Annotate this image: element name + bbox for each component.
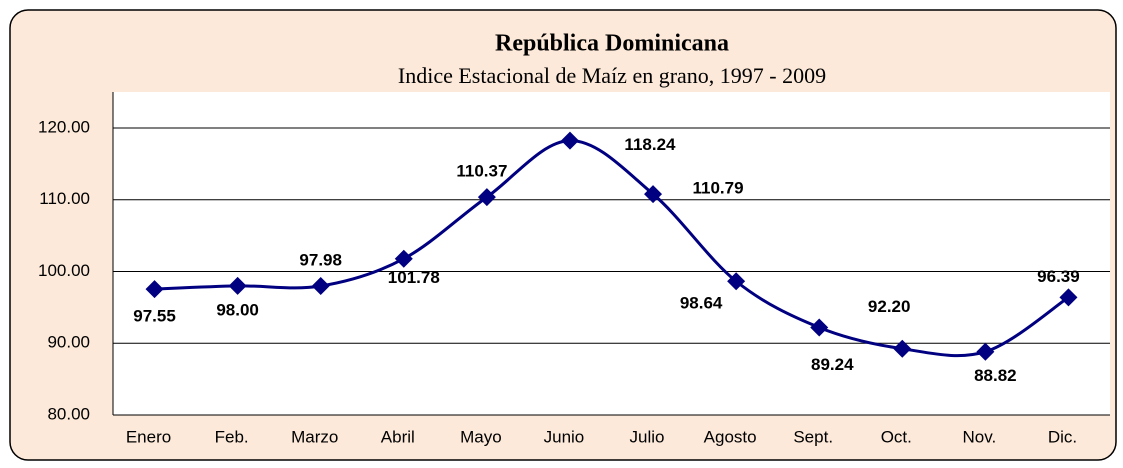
data-point xyxy=(810,318,829,337)
y-tick-label: 120.00 xyxy=(38,117,90,136)
x-tick-label: Enero xyxy=(126,427,171,446)
data-label: 97.55 xyxy=(133,307,176,326)
x-tick-label: Dic. xyxy=(1048,427,1077,446)
data-point xyxy=(228,276,247,295)
chart-subtitle: Indice Estacional de Maíz en grano, 1997… xyxy=(398,63,826,88)
data-point xyxy=(145,280,164,299)
data-point xyxy=(560,131,579,150)
y-tick-label: 80.00 xyxy=(47,404,90,423)
data-label: 101.78 xyxy=(388,268,440,287)
y-tick-label: 90.00 xyxy=(47,333,90,352)
y-tick-label: 110.00 xyxy=(39,189,90,208)
y-tick-label: 100.00 xyxy=(38,261,90,280)
x-tick-label: Julio xyxy=(630,427,665,446)
data-label: 97.98 xyxy=(299,250,342,269)
data-point xyxy=(976,342,995,361)
data-label: 98.64 xyxy=(680,294,723,313)
data-point xyxy=(644,185,663,204)
x-tick-label: Oct. xyxy=(881,427,912,446)
data-point xyxy=(727,272,746,291)
data-label: 110.37 xyxy=(456,162,507,181)
x-tick-label: Junio xyxy=(544,427,585,446)
data-label: 88.82 xyxy=(974,366,1017,385)
x-tick-label: Agosto xyxy=(704,427,757,446)
x-tick-label: Mayo xyxy=(460,427,502,446)
x-tick-label: Feb. xyxy=(215,427,249,446)
x-tick-label: Marzo xyxy=(291,427,338,446)
data-label: 92.20 xyxy=(868,297,911,316)
plot-area xyxy=(113,92,1110,415)
data-label: 110.79 xyxy=(693,179,744,198)
x-tick-label: Nov. xyxy=(963,427,997,446)
data-label: 98.00 xyxy=(216,300,259,319)
chart-title: República Dominicana xyxy=(495,31,729,57)
data-label: 96.39 xyxy=(1037,267,1080,286)
data-point xyxy=(1059,288,1078,307)
data-point xyxy=(311,276,330,295)
x-tick-label: Sept. xyxy=(793,427,833,446)
data-point xyxy=(477,188,496,207)
data-label: 89.24 xyxy=(811,355,854,374)
data-point xyxy=(893,339,912,358)
data-label: 118.24 xyxy=(624,135,676,154)
data-point xyxy=(394,249,413,268)
x-tick-label: Abril xyxy=(381,427,415,446)
